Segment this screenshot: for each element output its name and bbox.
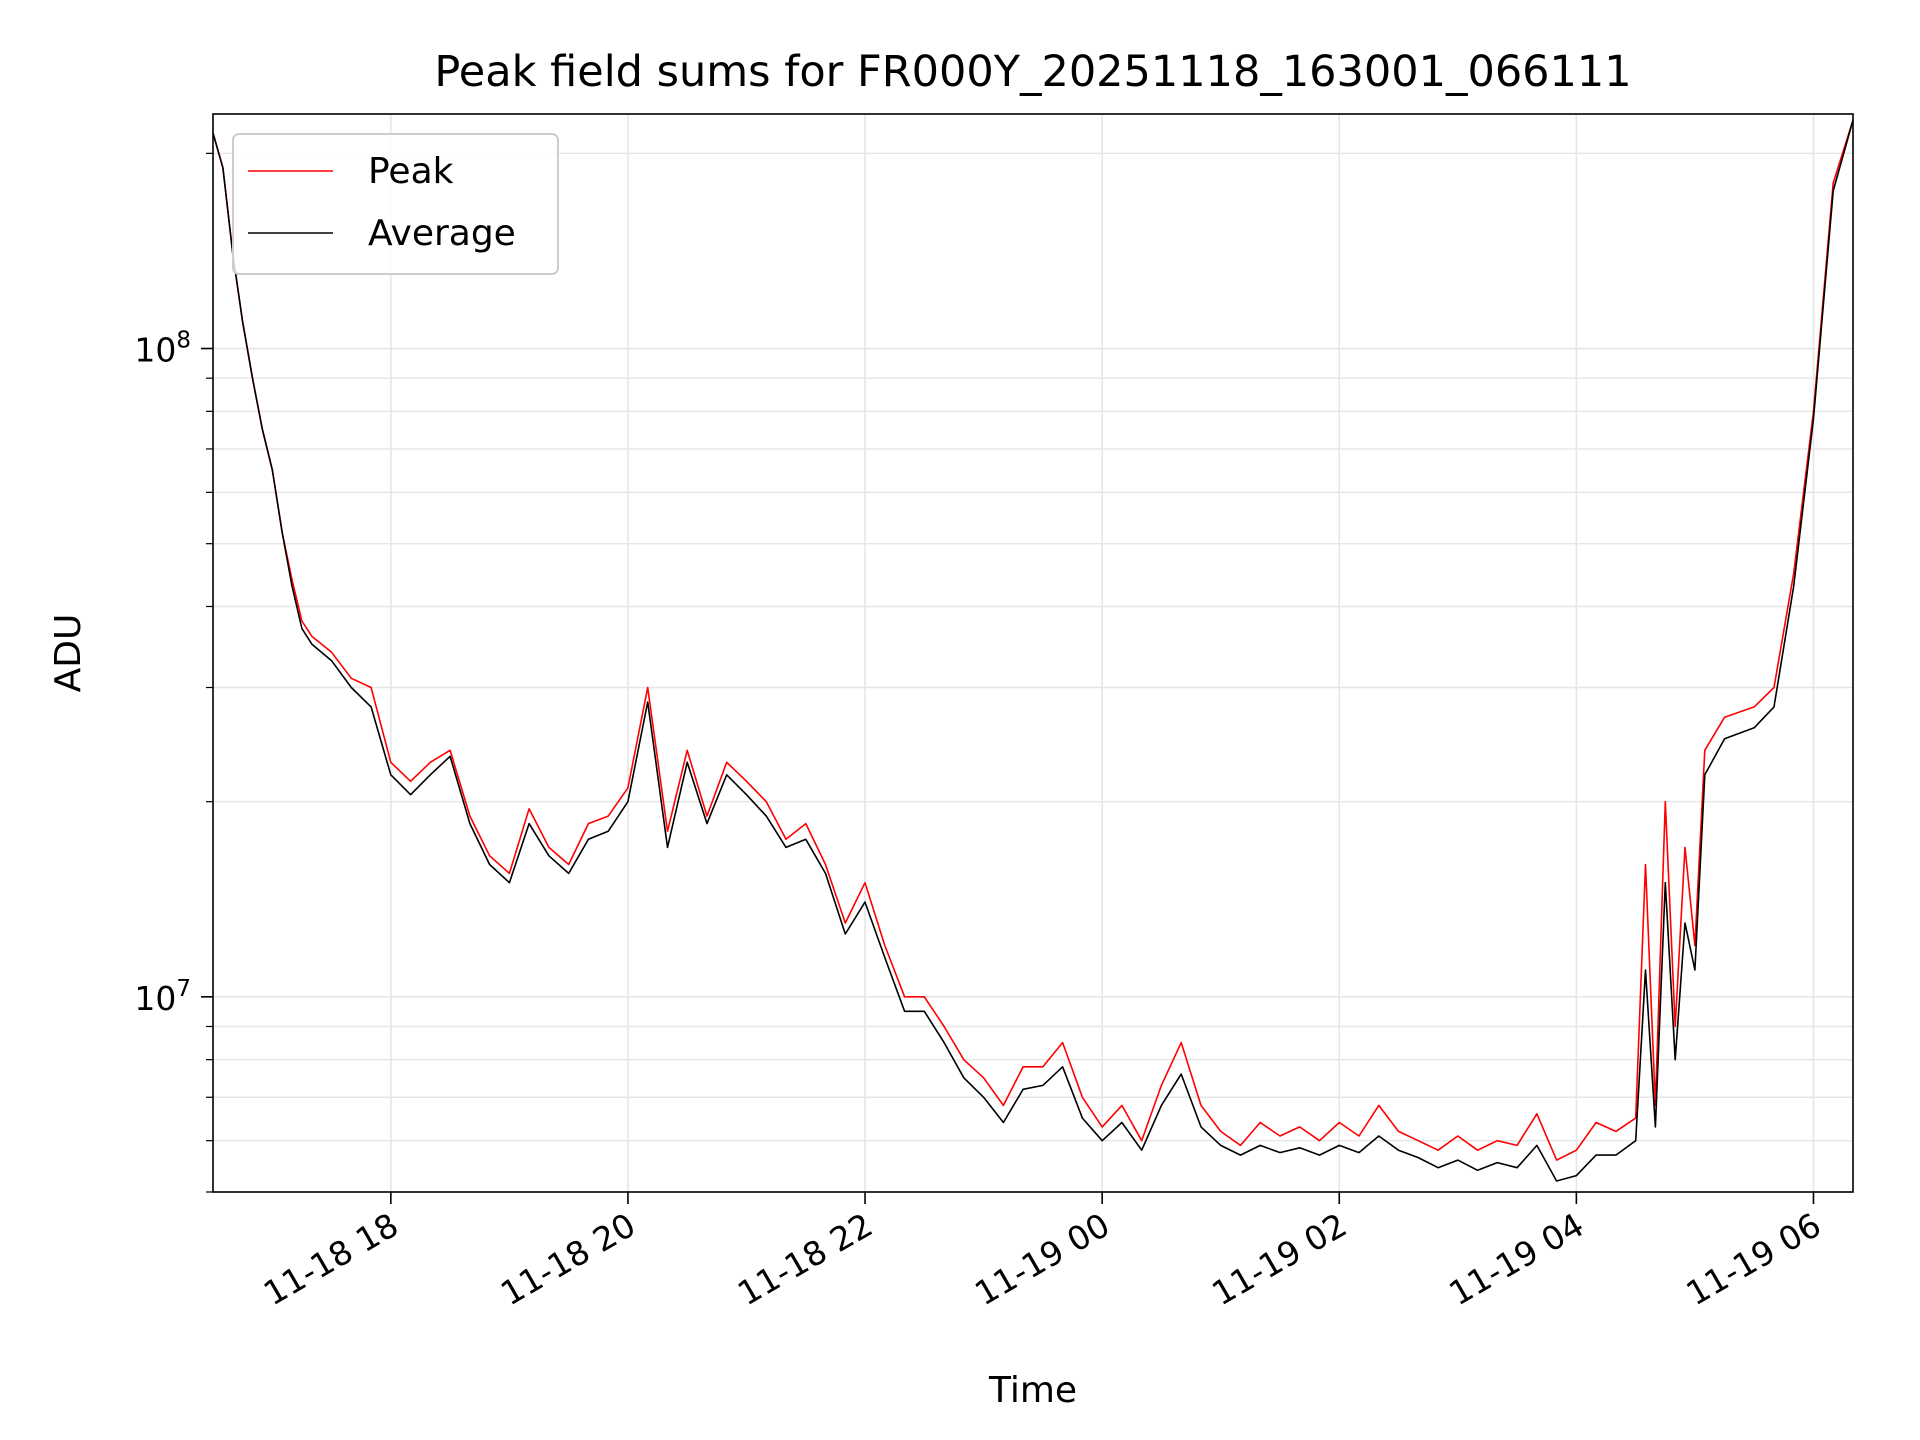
y-tick-label-base: 10 xyxy=(134,979,176,1018)
y-tick-label: 108 xyxy=(134,328,191,370)
grid-lines xyxy=(213,114,1853,1193)
y-axis-label: ADU xyxy=(48,614,89,693)
y-tick-label-exponent: 7 xyxy=(176,976,191,1002)
series-layer xyxy=(212,119,1854,1182)
series-line-peak xyxy=(212,119,1854,1161)
legend-label-average: Average xyxy=(368,213,516,254)
x-axis-label: Time xyxy=(988,1370,1077,1411)
plot-frame xyxy=(212,113,1854,1193)
y-tick-label-exponent: 8 xyxy=(176,328,191,354)
legend: Peak Average xyxy=(232,133,559,275)
y-tick-label: 107 xyxy=(134,976,191,1018)
y-tick-label-base: 10 xyxy=(134,331,176,370)
legend-label-peak: Peak xyxy=(368,151,454,192)
legend-box xyxy=(232,133,559,275)
chart-title: Peak field sums for FR000Y_20251118_1630… xyxy=(434,47,1631,97)
series-line-average xyxy=(212,119,1854,1182)
